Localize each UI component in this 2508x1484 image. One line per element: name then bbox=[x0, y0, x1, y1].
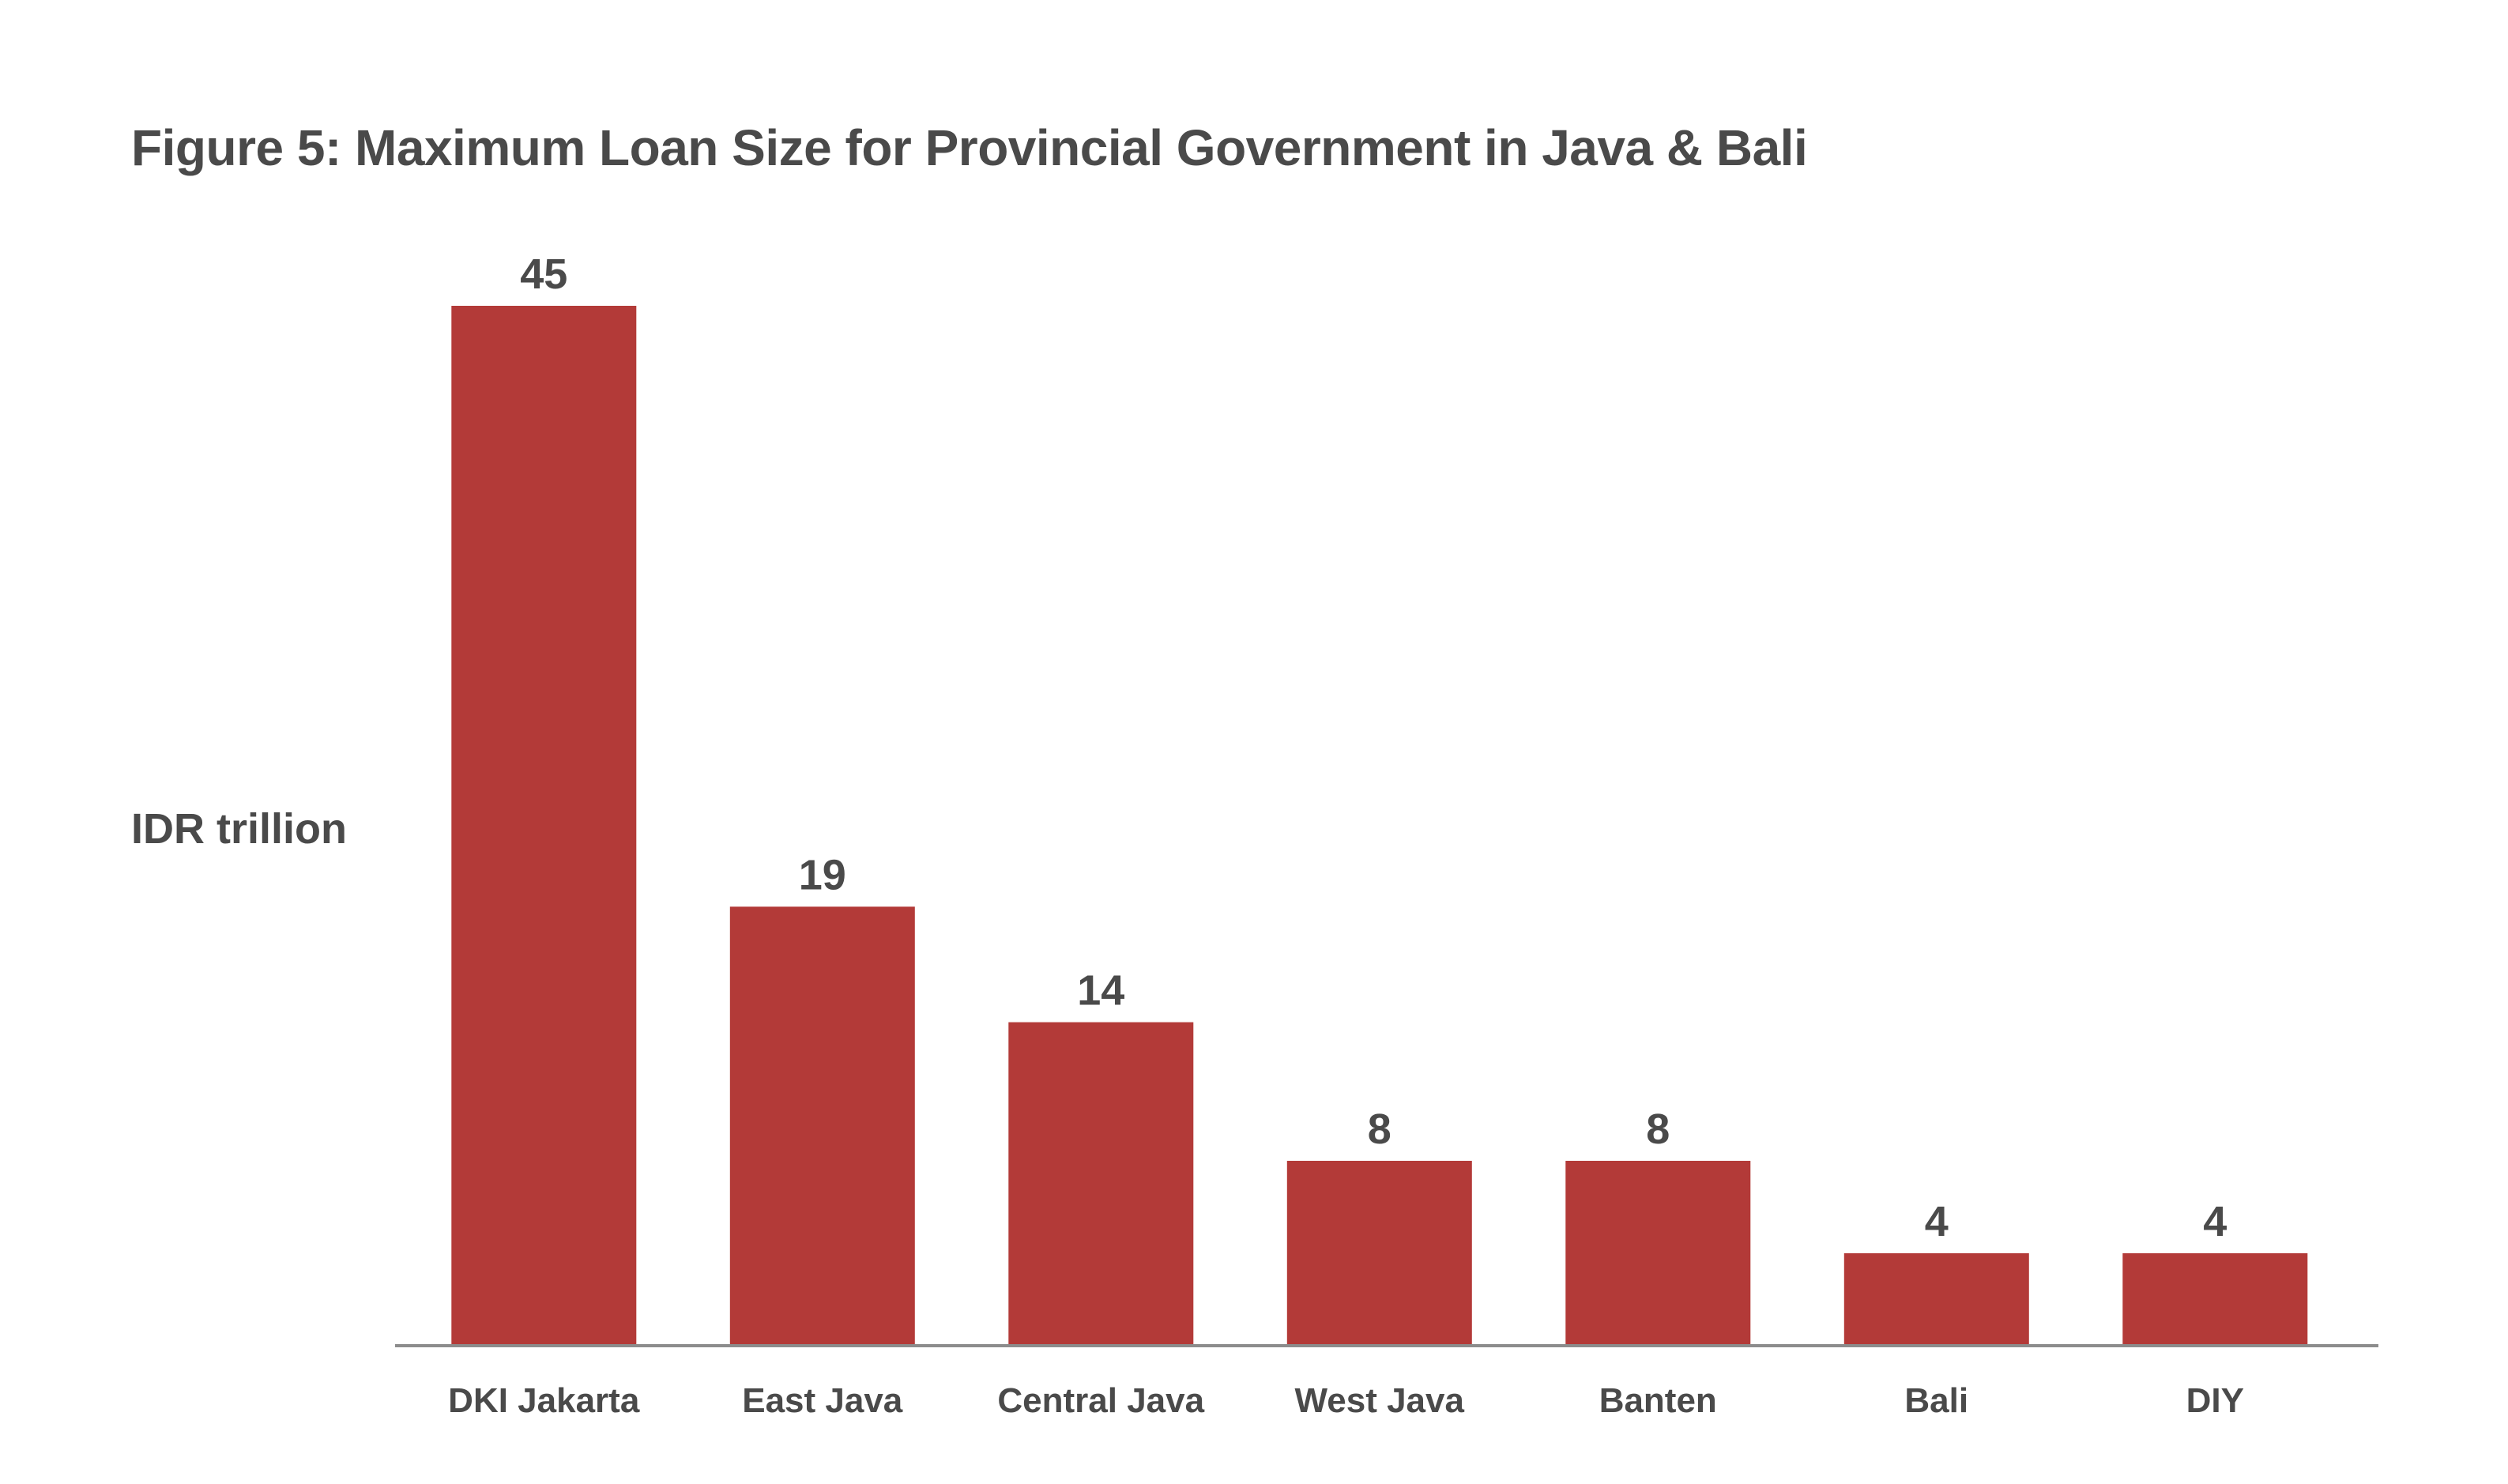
data-label: 8 bbox=[1646, 1105, 1670, 1153]
data-label: 4 bbox=[2203, 1198, 2227, 1245]
bar-east-java bbox=[729, 906, 915, 1346]
bar-dki-jakarta bbox=[451, 306, 637, 1346]
x-tick-label: East Java bbox=[742, 1381, 903, 1420]
x-tick-label: Central Java bbox=[997, 1381, 1204, 1420]
x-tick-label: Banten bbox=[1599, 1381, 1717, 1420]
x-tick-label: West Java bbox=[1295, 1381, 1465, 1420]
bar-central-java bbox=[1008, 1022, 1194, 1346]
data-label: 4 bbox=[1925, 1198, 1949, 1245]
bar-diy bbox=[2122, 1253, 2308, 1346]
labels-group: 45 DKI Jakarta 19 East Java 14 Central Java 8 W… bbox=[448, 250, 2244, 1420]
data-label: 19 bbox=[799, 851, 846, 898]
x-tick-label: DIY bbox=[2186, 1381, 2244, 1420]
chart-title: Figure 5: Maximum Loan Size for Provinci… bbox=[131, 119, 1808, 176]
bar-banten bbox=[1565, 1161, 1751, 1346]
data-label: 14 bbox=[1077, 967, 1124, 1015]
x-tick-label: DKI Jakarta bbox=[448, 1381, 640, 1420]
bar-west-java bbox=[1286, 1161, 1472, 1346]
x-tick-label: Bali bbox=[1904, 1381, 1968, 1420]
bar-bali bbox=[1843, 1253, 2029, 1346]
bars-group bbox=[451, 306, 2308, 1346]
y-axis-label: IDR trillion bbox=[131, 805, 347, 853]
data-label: 8 bbox=[1368, 1105, 1391, 1153]
data-label: 45 bbox=[520, 250, 567, 298]
